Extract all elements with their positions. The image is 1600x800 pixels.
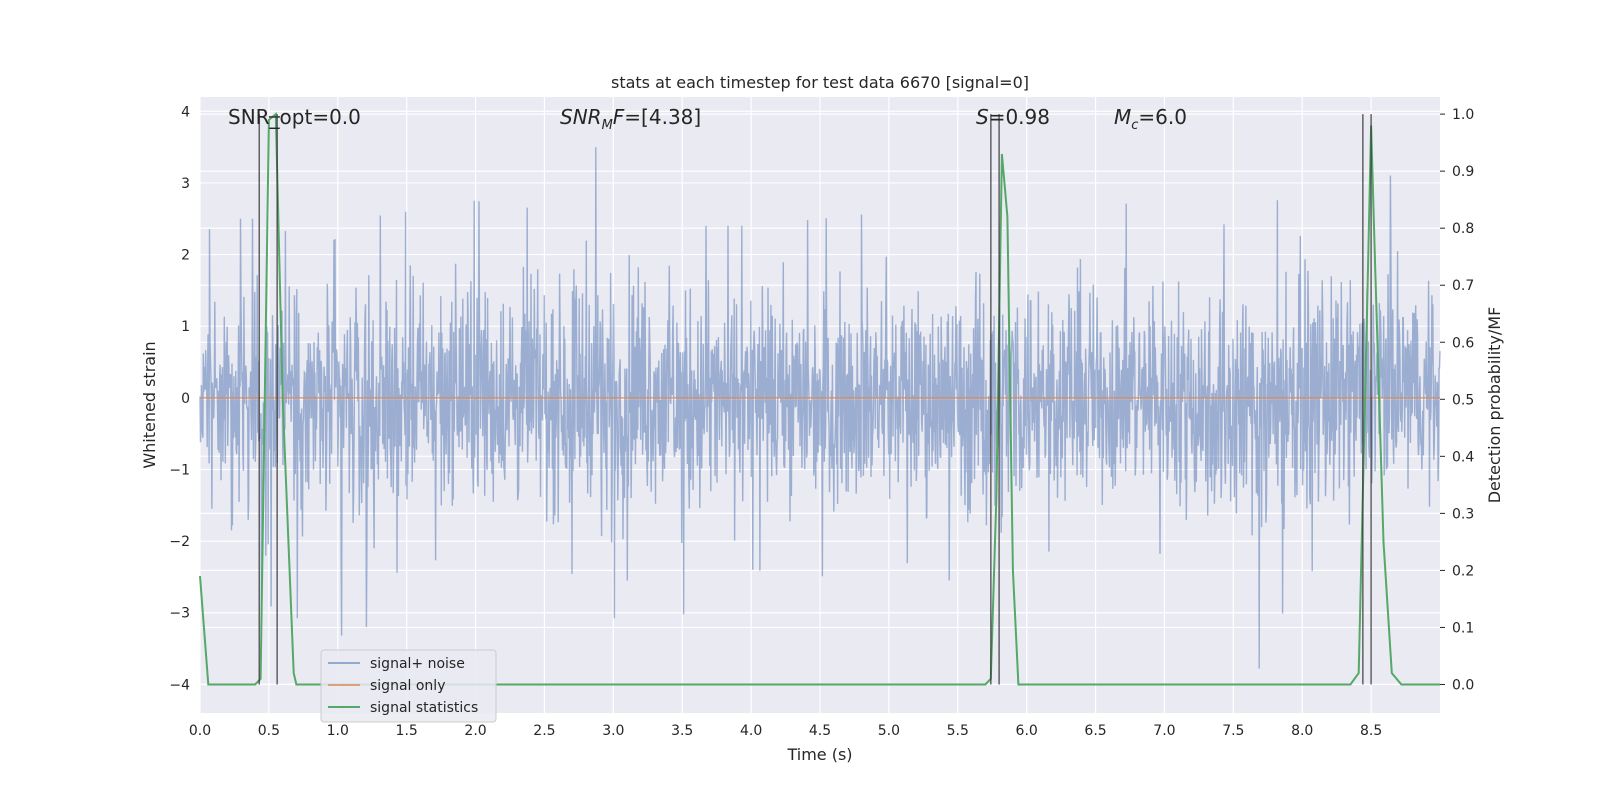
y-tick-label-left: 2 xyxy=(181,248,190,264)
mc-value: =6.0 xyxy=(1138,105,1187,129)
s-value: =0.98 xyxy=(989,105,1050,129)
x-tick-labels: 0.0 0.5 1.0 1.5 2.0 2.5 3.0 3.5 4.0 4.5 5.0 5.5 6.0 6… xyxy=(189,723,1382,739)
noise-trace xyxy=(199,147,1441,669)
annotation-s: S=0.98 xyxy=(976,105,1050,129)
y-tick-label-right: 0.4 xyxy=(1452,449,1474,465)
x-tick-label: 4.0 xyxy=(740,723,762,739)
snr-mf-sub: M xyxy=(602,118,613,133)
legend-label-noise: signal+ noise xyxy=(370,656,465,672)
y-tick-label-left: 4 xyxy=(181,104,190,120)
x-tick-label: 2.0 xyxy=(464,723,486,739)
y-axis-label-left: Whitened strain xyxy=(140,341,159,468)
x-tick-label: 0.0 xyxy=(189,723,211,739)
mc-sub: c xyxy=(1131,118,1138,133)
x-tick-label: 1.5 xyxy=(396,723,418,739)
legend: signal+ noise signal only signal statist… xyxy=(320,649,497,723)
series-signal-statistics xyxy=(199,112,1440,686)
vertical-markers xyxy=(258,114,1372,685)
annotation-snr-opt: SNR_opt=0.0 xyxy=(228,105,361,129)
series-signal-noise xyxy=(199,147,1441,669)
y-tick-label-right: 0.9 xyxy=(1452,164,1474,180)
mc-italic: M xyxy=(1114,105,1131,129)
y-tick-label-right: 0.2 xyxy=(1452,563,1474,579)
x-tick-label: 7.5 xyxy=(1222,723,1244,739)
y-axis-label-right: Detection probability/MF xyxy=(1485,307,1504,504)
annotation-snr-mf: SNRMF=[4.38] xyxy=(560,105,701,133)
y-tick-label-right: 0.5 xyxy=(1452,392,1474,408)
y-tick-label-right: 0.7 xyxy=(1452,278,1474,294)
y-tick-label-left: −4 xyxy=(169,677,190,693)
legend-label-stats: signal statistics xyxy=(370,700,478,716)
x-tick-label: 6.5 xyxy=(1084,723,1106,739)
legend-box xyxy=(320,649,497,723)
y-tick-label-right: 0.8 xyxy=(1452,221,1474,237)
x-tick-label: 0.5 xyxy=(258,723,280,739)
snr-mf-rest: F xyxy=(613,105,625,129)
y-tick-label-left: −1 xyxy=(169,462,190,478)
x-tick-label: 1.0 xyxy=(327,723,349,739)
x-tick-label: 5.5 xyxy=(947,723,969,739)
chart-title: stats at each timestep for test data 667… xyxy=(611,73,1029,92)
y-tick-label-right: 0.1 xyxy=(1452,620,1474,636)
y-tick-label-left: −2 xyxy=(169,534,190,550)
x-tick-label: 5.0 xyxy=(878,723,900,739)
y-tick-label-left: 0 xyxy=(181,391,190,407)
annotation-mc: Mc=6.0 xyxy=(1114,105,1187,133)
y-tick-label-left: 3 xyxy=(181,176,190,192)
y-tick-label-left: 1 xyxy=(181,319,190,335)
y-tick-label-left: −3 xyxy=(169,606,190,622)
x-tick-label: 8.0 xyxy=(1291,723,1313,739)
y-tick-labels-left: −4 −3 −2 −1 0 1 2 3 4 xyxy=(169,104,190,693)
y-tick-label-right: 0.3 xyxy=(1452,506,1474,522)
y-tick-label-right: 0.0 xyxy=(1452,677,1474,693)
legend-label-signal: signal only xyxy=(370,678,445,694)
x-axis-label: Time (s) xyxy=(786,745,852,764)
x-tick-label: 2.5 xyxy=(533,723,555,739)
s-italic: S xyxy=(976,105,989,129)
x-tick-label: 7.0 xyxy=(1153,723,1175,739)
x-tick-label: 4.5 xyxy=(809,723,831,739)
x-tick-label: 3.0 xyxy=(602,723,624,739)
y-tick-label-right: 1.0 xyxy=(1452,107,1474,123)
statistics-trace xyxy=(199,112,1440,686)
y-tick-label-right: 0.6 xyxy=(1452,335,1474,351)
x-tick-label: 3.5 xyxy=(671,723,693,739)
snr-mf-value: =[4.38] xyxy=(624,105,701,129)
y-tick-labels-right: 0.0 0.1 0.2 0.3 0.4 0.5 0.6 0.7 0.8 0.9 1.0 xyxy=(1440,107,1474,693)
snr-mf-italic: SNR xyxy=(560,105,602,129)
x-tick-label: 8.5 xyxy=(1360,723,1382,739)
x-tick-label: 6.0 xyxy=(1016,723,1038,739)
